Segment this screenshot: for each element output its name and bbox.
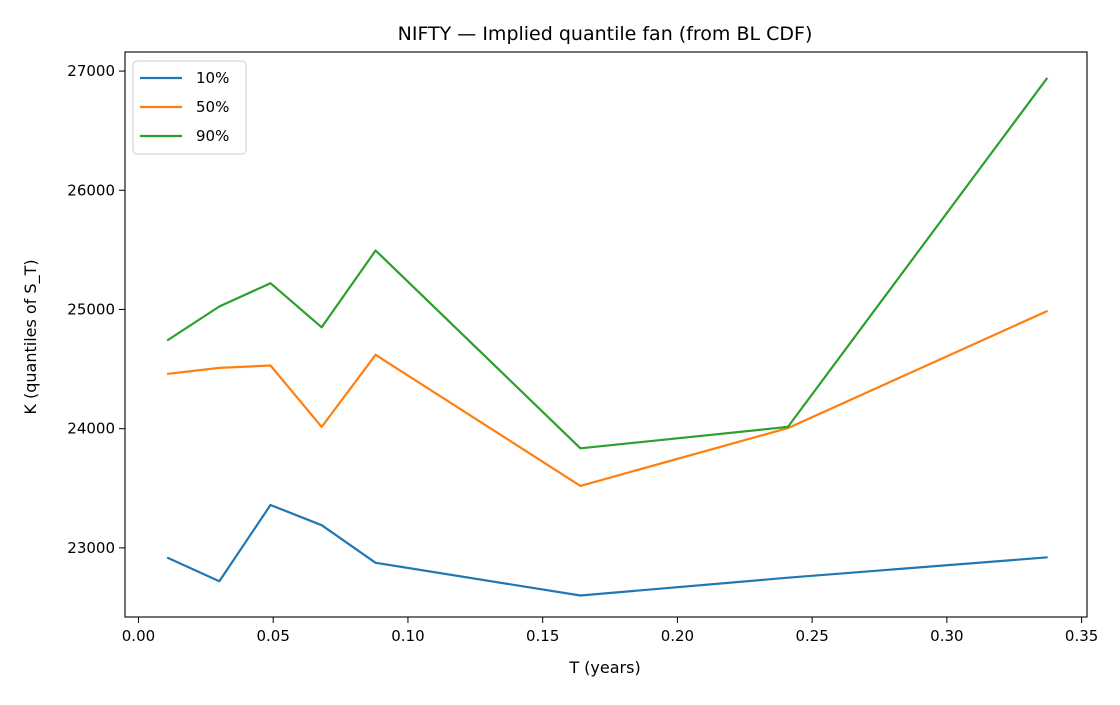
y-tick-label: 24000 [67,420,115,438]
series-lines [166,77,1049,597]
legend-box [132,60,247,155]
series-line-90-pct [166,77,1049,450]
x-tick-label: 0.15 [526,627,559,645]
y-axis-ticks: 23000 24000 25000 26000 27000 [67,62,125,557]
x-tick-label: 0.10 [391,627,424,645]
legend-label-90-pct: 90% [196,127,229,145]
legend-label-10-pct: 10% [196,69,229,87]
x-tick-label: 0.05 [257,627,290,645]
legend-label-50-pct: 50% [196,98,229,116]
chart-title: NIFTY — Implied quantile fan (from BL CD… [398,23,813,45]
x-tick-label: 0.00 [122,627,155,645]
y-tick-label: 26000 [67,181,115,199]
series-line-50-pct [166,309,1049,487]
legend: 10% 50% 90% [132,60,247,155]
x-axis-ticks: 0.00 0.05 0.10 0.15 0.20 0.25 0.30 0.35 [122,617,1098,645]
x-axis-label: T (years) [568,658,640,677]
y-tick-label: 25000 [67,300,115,318]
y-tick-label: 23000 [67,539,115,557]
y-axis-label: K (quantiles of S_T) [21,259,41,414]
y-tick-label: 27000 [67,62,115,80]
x-tick-label: 0.20 [661,627,694,645]
plot-frame [124,51,1088,618]
x-tick-label: 0.35 [1065,627,1098,645]
x-tick-label: 0.30 [930,627,963,645]
x-tick-label: 0.25 [795,627,828,645]
series-line-10-pct [166,503,1048,597]
